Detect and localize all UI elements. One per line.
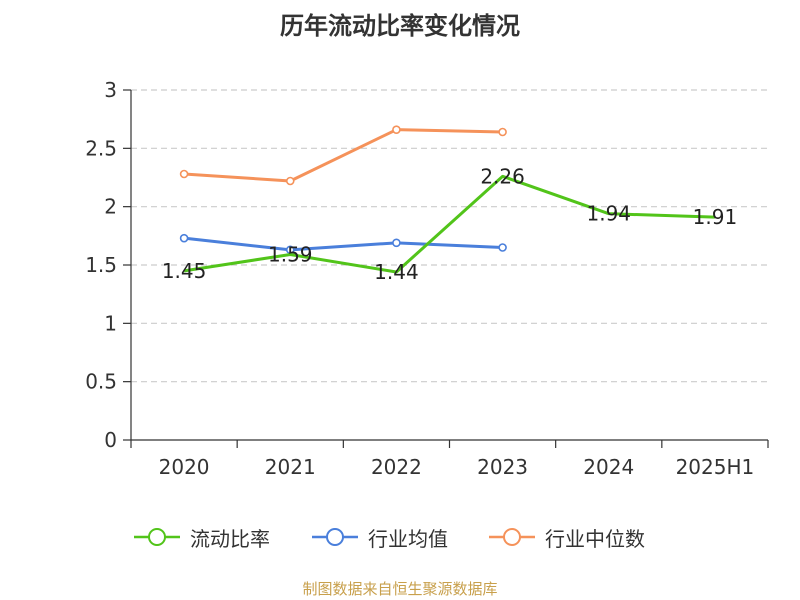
series-line-industry-mean: [183, 236, 503, 252]
series-point-industry-median: [392, 125, 401, 134]
x-tick-label: 2021: [265, 455, 316, 479]
data-label-current-ratio: 1.91: [693, 205, 738, 229]
legend-label-industry-median: 行业中位数: [545, 526, 645, 551]
legend-item-current-ratio[interactable]: 流动比率: [134, 522, 270, 552]
legend-swatch-industry-mean: [312, 528, 358, 546]
data-label-current-ratio: 1.44: [374, 260, 419, 284]
y-tick-label: 3: [104, 78, 117, 102]
series-line-industry-median: [183, 128, 503, 183]
legend-item-industry-median[interactable]: 行业中位数: [489, 522, 645, 552]
series-point-industry-mean: [498, 243, 507, 252]
data-label-current-ratio: 1.45: [162, 259, 207, 283]
data-label-current-ratio: 2.26: [480, 164, 525, 188]
chart-legend: 流动比率 行业均值 行业中位数: [0, 522, 800, 552]
series-point-industry-median: [179, 169, 189, 179]
y-tick-label: 1: [104, 311, 117, 335]
legend-swatch-industry-median: [489, 528, 535, 546]
x-tick-label: 2023: [477, 455, 528, 479]
y-tick-label: 0: [104, 428, 117, 452]
chart-title: 历年流动比率变化情况: [280, 12, 520, 40]
data-label-current-ratio: 1.94: [586, 202, 631, 226]
series-point-industry-median: [498, 127, 507, 137]
x-tick-label: 2020: [159, 455, 210, 479]
legend-label-industry-mean: 行业均值: [368, 526, 448, 551]
source-note: 制图数据来自恒生聚源数据库: [302, 580, 498, 598]
y-tick-label: 2: [104, 195, 117, 219]
series-line-current-ratio: [183, 174, 715, 274]
x-tick-label: 2022: [371, 455, 422, 479]
y-tick-label: 0.5: [85, 370, 117, 394]
legend-label-current-ratio: 流动比率: [190, 526, 270, 551]
x-tick-label: 2025H1: [676, 455, 755, 479]
series-point-industry-median: [285, 176, 295, 186]
x-tick-label: 2024: [583, 455, 634, 479]
series-point-industry-mean: [179, 233, 189, 243]
series-point-industry-mean: [392, 238, 401, 248]
y-tick-label: 1.5: [85, 253, 117, 277]
y-tick-label: 2.5: [85, 136, 117, 160]
legend-item-industry-mean[interactable]: 行业均值: [312, 522, 448, 552]
data-label-current-ratio: 1.59: [268, 243, 313, 267]
legend-swatch-current-ratio: [134, 528, 180, 546]
